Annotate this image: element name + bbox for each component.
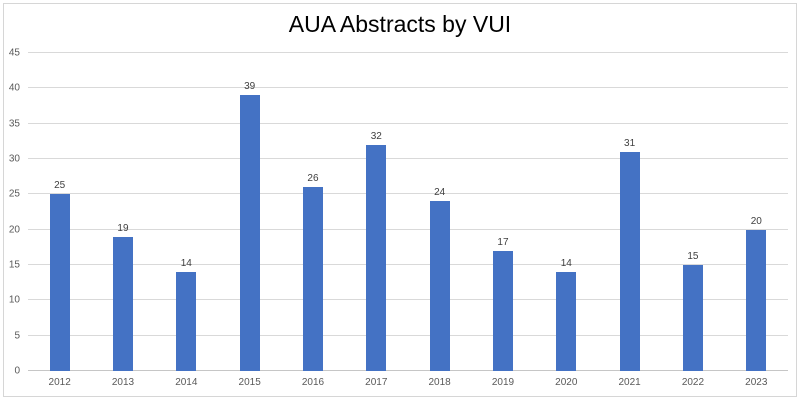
bar-value-label: 14 [560,258,572,270]
x-tick-label: 2016 [301,377,325,388]
bar-column: 39 [218,53,281,371]
x-tick-label: 2023 [745,377,768,388]
x-tick-label: 2021 [618,377,641,388]
gridline [28,158,788,159]
y-tick-label: 35 [8,118,20,130]
bar [682,265,703,371]
y-tick-label: 20 [8,224,20,236]
bar [556,272,577,371]
bar [619,151,640,371]
bar [112,236,133,371]
bar [746,229,767,371]
chart-frame: AUA Abstracts by VUI 25 19 14 39 26 32 24 17 14 3… [3,3,797,397]
y-tick-label: 45 [8,47,20,59]
bar-value-label: 26 [307,173,319,185]
bar-value-label: 14 [180,258,192,270]
bar-column: 24 [408,53,471,371]
x-tick-label: 2019 [491,377,515,388]
gridline [28,299,788,301]
x-tick-label: 2013 [111,377,135,388]
bar-column: 20 [725,53,788,371]
x-tick-label: 2015 [238,377,261,388]
bar-value-label: 19 [117,222,129,234]
bar-column: 26 [281,53,344,371]
gridline [28,334,788,336]
chart-title: AUA Abstracts by VUI [288,11,512,37]
bar-column: 17 [471,53,534,371]
gridline [28,52,788,53]
x-axis-baseline [28,370,788,371]
bar [492,250,513,371]
bar-column: 25 [28,53,91,371]
x-tick-label: 2018 [428,377,451,388]
bar-value-label: 31 [624,137,636,149]
y-tick-label: 40 [8,82,20,94]
bar-column: 32 [345,53,408,371]
bar-value-label: 24 [434,187,446,199]
y-tick-label: 25 [8,188,20,200]
y-tick-label: 10 [8,294,20,306]
bar [49,194,70,371]
bar-value-label: 17 [497,236,509,248]
bar-column: 15 [661,53,724,371]
gridline [28,228,788,230]
bar-value-label: 39 [244,81,256,93]
y-tick-label: 5 [14,330,20,342]
x-tick-label: 2012 [48,377,71,388]
gridline [28,122,788,124]
gridline [28,193,788,195]
bar-value-label: 15 [687,251,699,262]
bar-column: 14 [535,53,598,371]
gridline [28,264,788,265]
bar-value-label: 20 [750,215,762,227]
bar [366,144,387,371]
y-tick-label: 30 [8,153,20,165]
bar [239,95,260,371]
x-tick-label: 2022 [681,377,705,388]
plot-area: 25 19 14 39 26 32 24 17 14 31 15 20 2012 2013 2014 201… [9,48,788,388]
bar [302,187,323,371]
bar-value-label: 32 [370,130,382,142]
bar-column: 14 [155,53,218,371]
y-tick-label: 0 [14,365,20,377]
bar-column: 31 [598,53,661,371]
bar-value-label: 25 [54,180,66,192]
x-axis-labels: 2012 2013 2014 2015 2016 2017 2018 2019 2020 2021… [28,371,788,388]
bar-column: 19 [91,53,154,371]
bar [429,201,450,371]
x-tick-label: 2020 [555,377,578,388]
x-tick-label: 2014 [175,377,198,388]
bar [176,272,197,371]
gridline [28,87,788,89]
y-tick-label: 15 [8,259,20,271]
x-tick-label: 2017 [365,377,388,388]
bars-row: 25 19 14 39 26 32 24 17 14 31 15 20 [28,53,788,371]
